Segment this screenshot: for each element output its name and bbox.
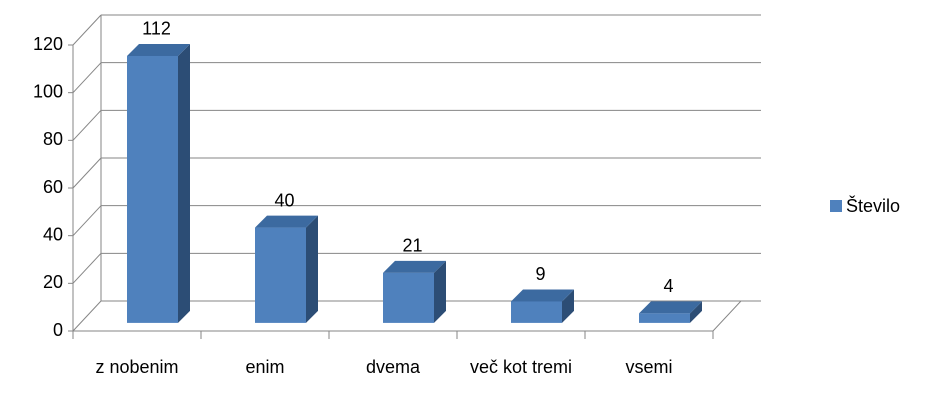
bar-top: [639, 301, 702, 314]
bar-side: [306, 215, 318, 323]
bar: [639, 313, 690, 323]
bar-top: [511, 289, 574, 302]
bar-top: [255, 215, 318, 228]
grid-line: [72, 300, 102, 332]
grid-line: [72, 62, 102, 94]
bar-side: [434, 260, 446, 323]
x-tick-label: več kot tremi: [469, 357, 573, 377]
bar-top: [383, 260, 446, 273]
y-tick-label: 20: [43, 272, 63, 292]
y-tick-label: 120: [33, 34, 63, 54]
data-label: 4: [663, 276, 673, 296]
grid-line: [72, 205, 102, 237]
y-tick-label: 80: [43, 129, 63, 149]
grid-line: [72, 109, 102, 141]
y-tick-label: 40: [43, 224, 63, 244]
legend-swatch: [830, 200, 842, 212]
x-tick-label: dvema: [365, 357, 421, 377]
bar-side: [178, 43, 190, 323]
legend-label: Število: [846, 195, 900, 216]
y-tick-label: 100: [33, 81, 63, 101]
x-tick-label: enim: [245, 357, 285, 377]
data-label: 21: [402, 236, 422, 256]
bar: [511, 301, 562, 323]
grid-line: [72, 157, 102, 189]
data-label: 40: [274, 190, 294, 210]
bar: [383, 272, 434, 323]
bar: [127, 55, 178, 323]
grid-line: [72, 14, 102, 46]
y-tick-label: 0: [53, 320, 63, 340]
bar: [255, 227, 306, 323]
bar-side: [690, 301, 702, 323]
x-tick-label: vsemi: [625, 357, 673, 377]
bar-side: [562, 289, 574, 323]
data-label: 112: [142, 19, 171, 39]
grid-line: [72, 252, 102, 284]
y-tick-label: 60: [43, 177, 63, 197]
x-tick-label: z nobenim: [95, 357, 179, 377]
bar-top: [127, 43, 190, 56]
data-label: 9: [535, 264, 545, 284]
